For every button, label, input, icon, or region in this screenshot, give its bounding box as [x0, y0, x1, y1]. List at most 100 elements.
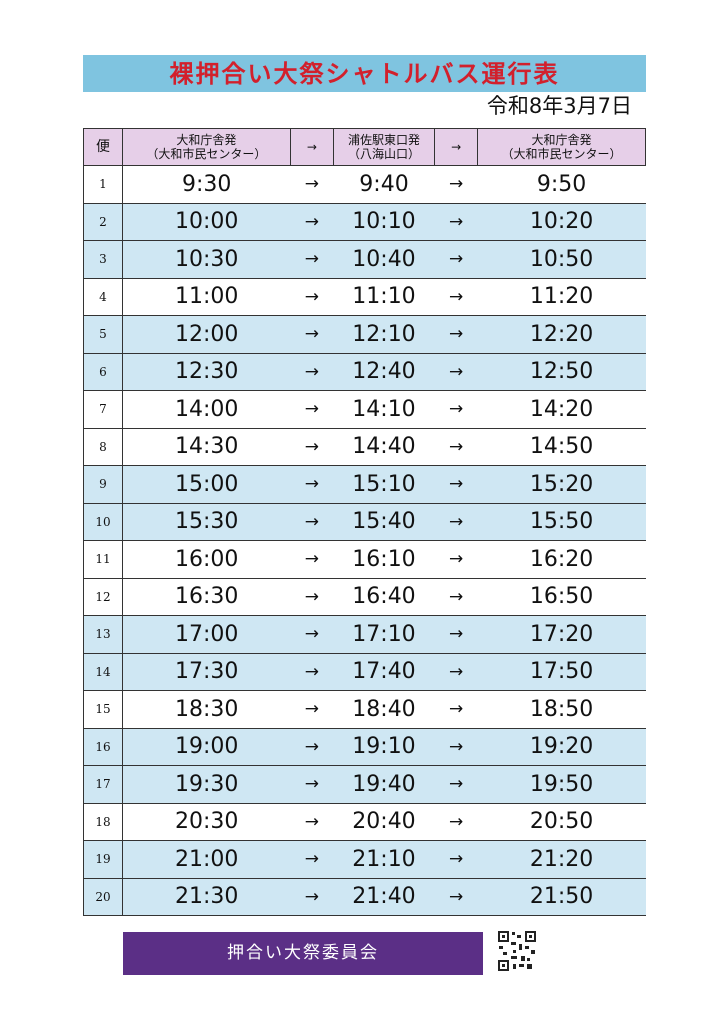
time-cell: 15:10 — [333, 465, 435, 504]
arrow: → — [434, 877, 478, 916]
time-cell: 9:30 — [122, 165, 291, 204]
time-cell: 11:00 — [122, 277, 291, 316]
qr-code — [497, 930, 537, 972]
schedule-row: 19 21:00 → 21:10 → 21:20 — [83, 840, 646, 879]
header-text: 便 — [96, 139, 110, 155]
header-text: （大和市民センター） — [146, 147, 267, 161]
schedule-row: 18 20:30 → 20:40 → 20:50 — [83, 802, 646, 841]
header-cell: 浦佐駅東口発 （八海山口） — [332, 128, 436, 166]
arrow: → — [434, 840, 478, 879]
time-cell: 11:10 — [333, 277, 435, 316]
time-cell: 21:30 — [122, 877, 291, 916]
arrow: → — [290, 877, 334, 916]
time-cell: 21:40 — [333, 877, 435, 916]
arrow: → — [290, 240, 334, 279]
trip-number: 9 — [83, 465, 123, 504]
header-text: → — [451, 140, 462, 154]
arrow: → — [434, 165, 478, 204]
arrow: → — [290, 165, 334, 204]
footer-banner: 押合い大祭委員会 — [123, 932, 483, 975]
time-cell: 19:00 — [122, 727, 291, 766]
arrow: → — [290, 202, 334, 241]
time-cell: 21:50 — [477, 877, 646, 916]
trip-number: 16 — [83, 727, 123, 766]
schedule-row: 6 12:30 → 12:40 → 12:50 — [83, 352, 646, 391]
time-cell: 16:40 — [333, 577, 435, 616]
schedule-row: 2 10:00 → 10:10 → 10:20 — [83, 202, 646, 241]
time-cell: 10:40 — [333, 240, 435, 279]
schedule-row: 5 12:00 → 12:10 → 12:20 — [83, 315, 646, 354]
arrow: → — [290, 802, 334, 841]
arrow: → — [290, 315, 334, 354]
time-cell: 17:30 — [122, 652, 291, 691]
schedule-row: 7 14:00 → 14:10 → 14:20 — [83, 390, 646, 429]
arrow: → — [434, 765, 478, 804]
arrow: → — [290, 390, 334, 429]
time-cell: 14:30 — [122, 427, 291, 466]
arrow: → — [290, 765, 334, 804]
arrow: → — [434, 240, 478, 279]
arrow: → — [434, 315, 478, 354]
arrow: → — [434, 352, 478, 391]
header-text: 大和庁舎発 — [176, 133, 237, 147]
arrow: → — [434, 465, 478, 504]
arrow: → — [290, 840, 334, 879]
trip-number: 8 — [83, 427, 123, 466]
header-text: （八海山口） — [347, 147, 420, 161]
time-cell: 15:30 — [122, 502, 291, 541]
time-cell: 15:40 — [333, 502, 435, 541]
trip-number: 19 — [83, 840, 123, 879]
header-cell: 大和庁舎発 （大和市民センター） — [477, 128, 646, 166]
header-text: → — [306, 140, 317, 154]
schedule-row: 14 17:30 → 17:40 → 17:50 — [83, 652, 646, 691]
arrow: → — [290, 615, 334, 654]
time-cell: 19:20 — [477, 727, 646, 766]
time-cell: 21:00 — [122, 840, 291, 879]
trip-number: 7 — [83, 390, 123, 429]
header-cell: 便 — [83, 128, 123, 166]
arrow: → — [290, 690, 334, 729]
time-cell: 12:20 — [477, 315, 646, 354]
arrow: → — [290, 427, 334, 466]
time-cell: 16:00 — [122, 540, 291, 579]
arrow: → — [434, 502, 478, 541]
time-cell: 17:40 — [333, 652, 435, 691]
arrow: → — [434, 652, 478, 691]
schedule-row: 11 16:00 → 16:10 → 16:20 — [83, 540, 646, 579]
header-cell: → — [290, 128, 334, 166]
schedule-table: 便大和庁舎発 （大和市民センター） → 浦佐駅東口発 （八海山口） → 大和庁舎発 （大和市民… — [83, 128, 646, 916]
time-cell: 19:30 — [122, 765, 291, 804]
header-row: 便大和庁舎発 （大和市民センター） → 浦佐駅東口発 （八海山口） → 大和庁舎発 （大和市民… — [83, 128, 646, 166]
schedule-row: 1 9:30 → 9:40 → 9:50 — [83, 165, 646, 204]
trip-number: 14 — [83, 652, 123, 691]
time-cell: 16:20 — [477, 540, 646, 579]
trip-number: 4 — [83, 277, 123, 316]
time-cell: 12:00 — [122, 315, 291, 354]
arrow: → — [434, 427, 478, 466]
arrow: → — [434, 615, 478, 654]
arrow: → — [434, 802, 478, 841]
trip-number: 3 — [83, 240, 123, 279]
arrow: → — [290, 502, 334, 541]
title-banner: 裸押合い大祭シャトルバス運行表 — [83, 55, 646, 92]
time-cell: 20:30 — [122, 802, 291, 841]
time-cell: 21:20 — [477, 840, 646, 879]
arrow: → — [290, 277, 334, 316]
arrow: → — [290, 352, 334, 391]
trip-number: 15 — [83, 690, 123, 729]
trip-number: 18 — [83, 802, 123, 841]
time-cell: 12:50 — [477, 352, 646, 391]
schedule-row: 15 18:30 → 18:40 → 18:50 — [83, 690, 646, 729]
arrow: → — [290, 652, 334, 691]
trip-number: 20 — [83, 877, 123, 916]
time-cell: 15:00 — [122, 465, 291, 504]
time-cell: 10:50 — [477, 240, 646, 279]
arrow: → — [290, 540, 334, 579]
time-cell: 9:40 — [333, 165, 435, 204]
arrow: → — [290, 577, 334, 616]
time-cell: 18:50 — [477, 690, 646, 729]
header-text: （大和市民センター） — [501, 147, 622, 161]
time-cell: 12:40 — [333, 352, 435, 391]
time-cell: 10:30 — [122, 240, 291, 279]
time-cell: 14:50 — [477, 427, 646, 466]
